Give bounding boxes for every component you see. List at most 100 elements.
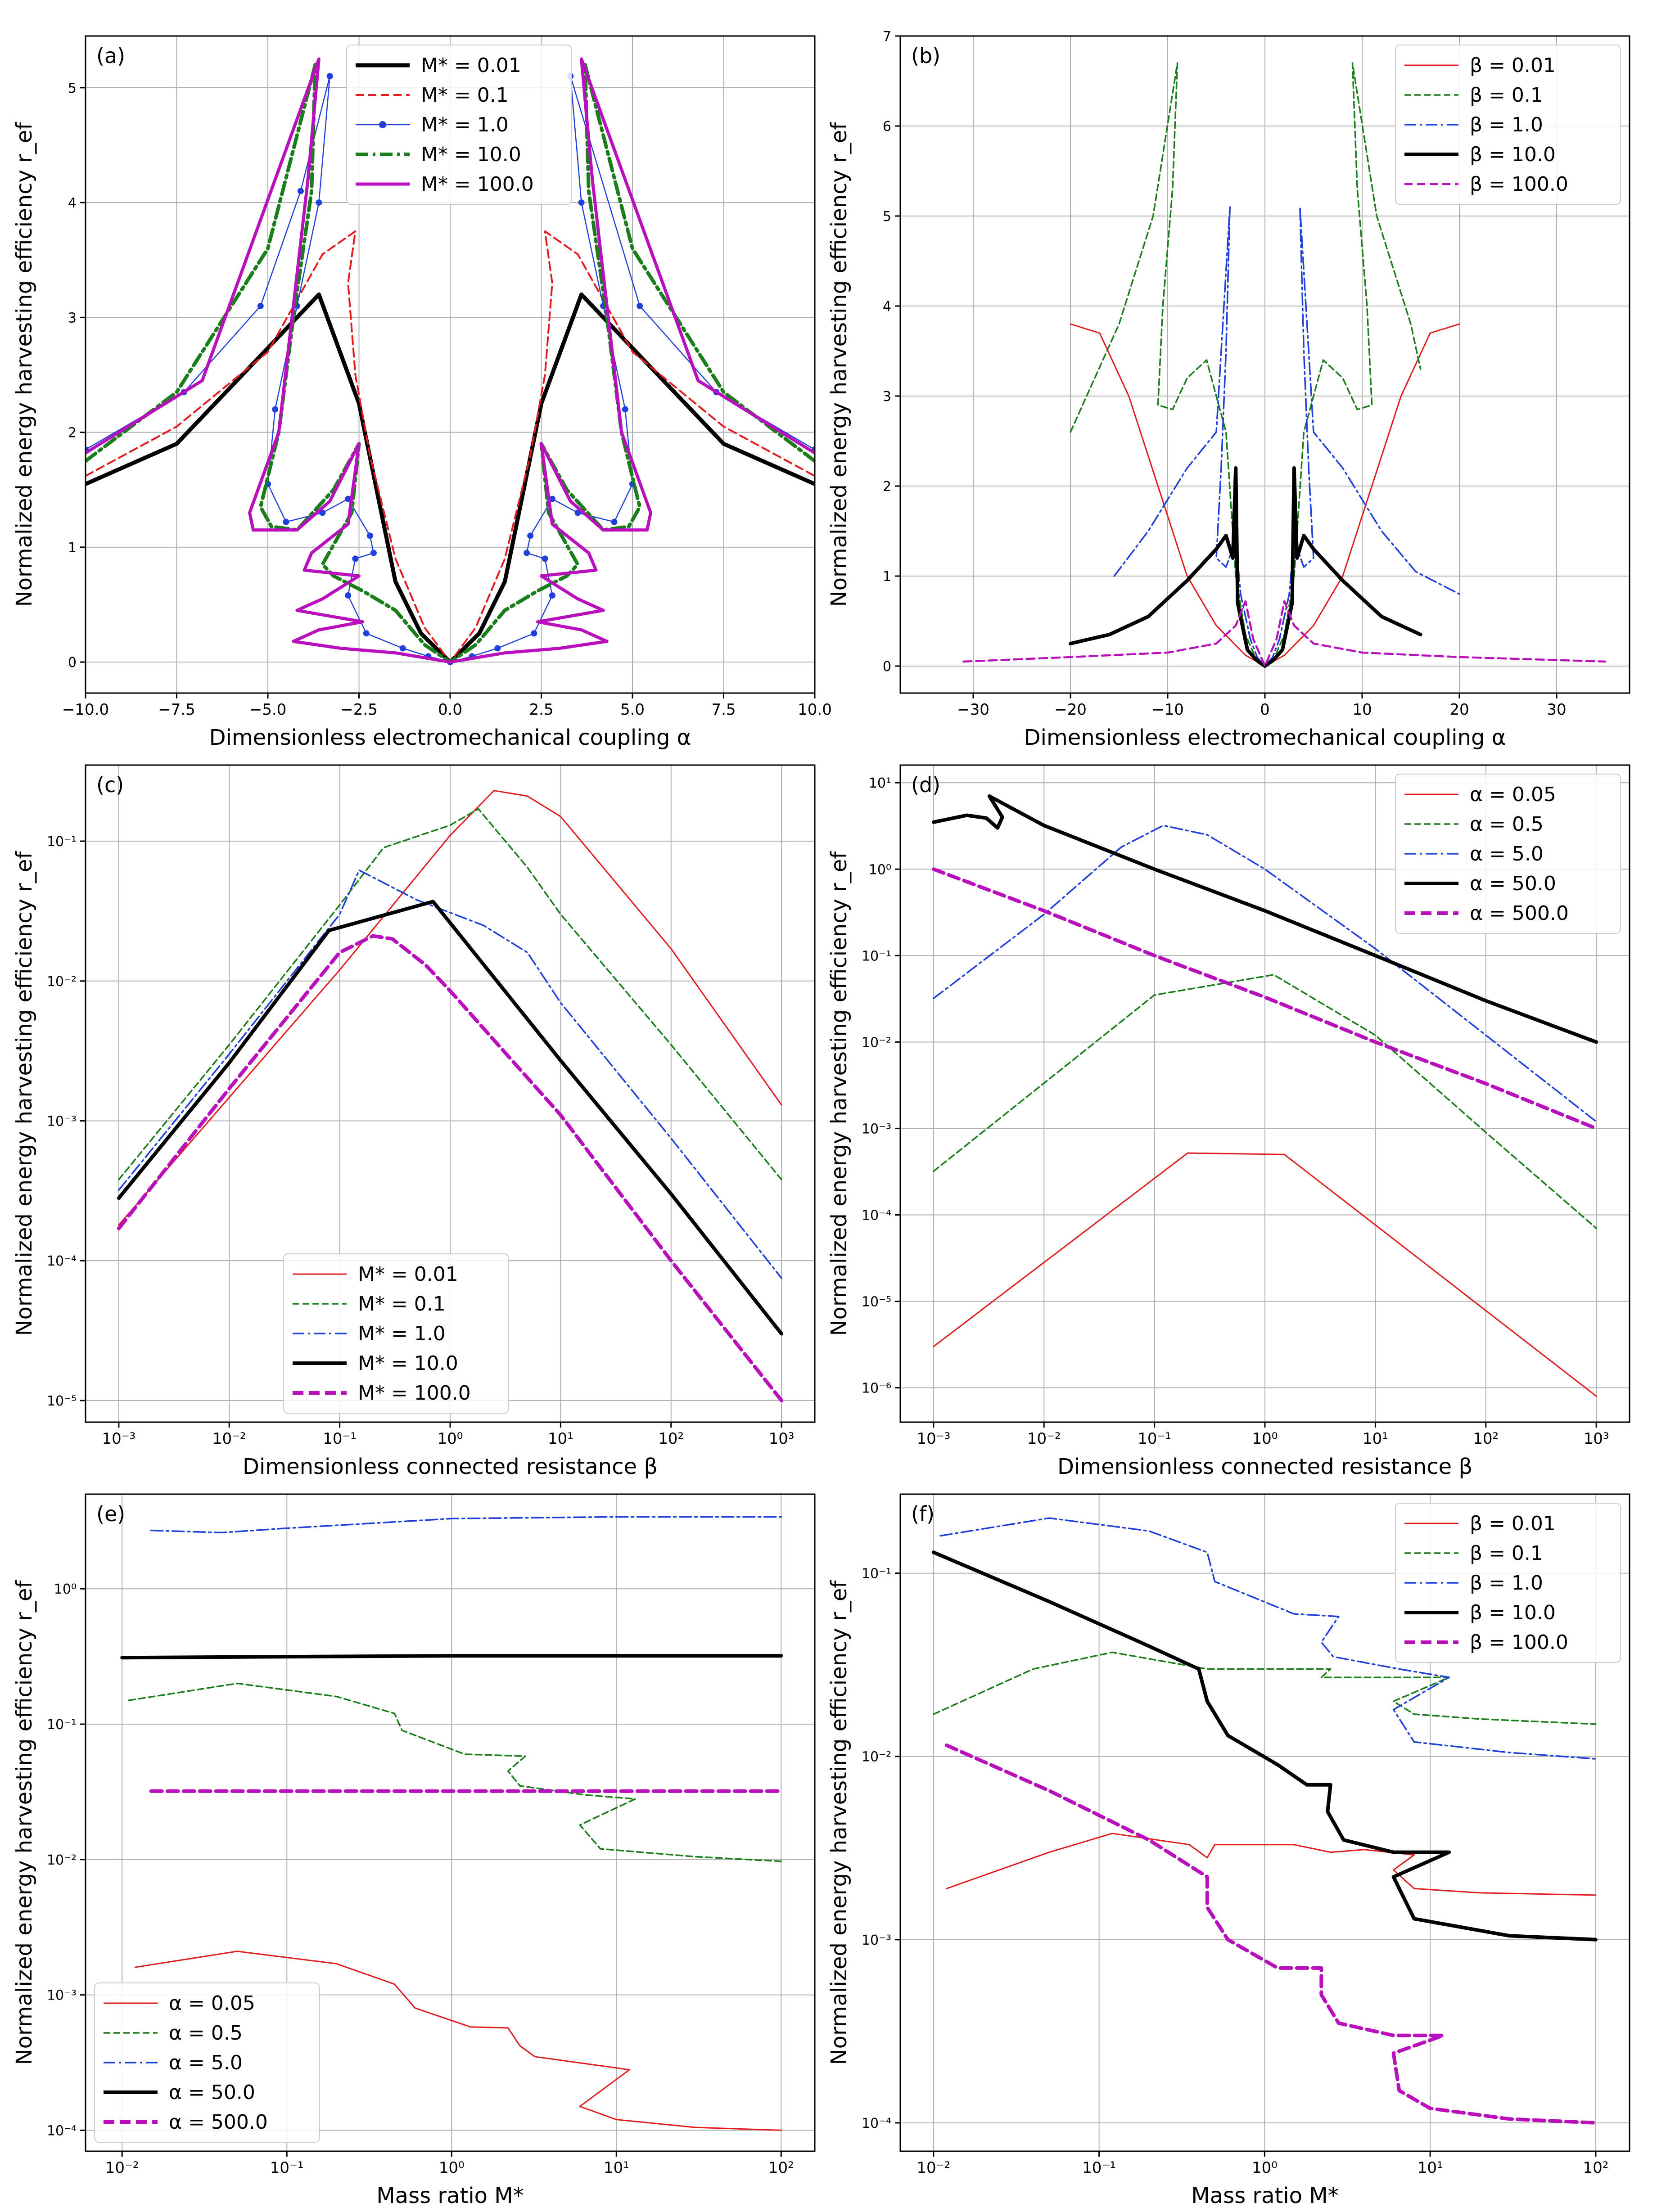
series-point (352, 555, 359, 562)
x-tick-label: 10.0 (798, 701, 832, 719)
x-tick-label: 10⁰ (1252, 1430, 1278, 1448)
series-point (370, 550, 377, 556)
x-axis-label: Dimensionless electromechanical coupling… (1024, 725, 1506, 750)
series-line-3 (120, 1654, 783, 1660)
x-tick-label: 0.0 (438, 701, 462, 719)
series-line-4 (962, 600, 1607, 667)
series-point (272, 406, 279, 413)
legend-label: α = 5.0 (1470, 842, 1544, 865)
legend-label: α = 0.5 (169, 2022, 243, 2045)
legend: α = 0.05 α = 0.5 α = 5.0 α = 50.0 α = 500.0 (94, 1982, 320, 2143)
legend-label: β = 10.0 (1470, 1601, 1556, 1624)
x-tick-label: 30 (1547, 701, 1566, 719)
x-tick-label: 10⁻² (105, 2159, 139, 2177)
series-line-4 (944, 1743, 1598, 2125)
legend: M* = 0.01 M* = 0.1 M* = 1.0 M* = 10.0 M* = 1… (283, 1253, 509, 1414)
series-point (524, 550, 530, 556)
y-tick-label: 10⁻⁵ (862, 1294, 891, 1310)
series-point (622, 406, 628, 413)
legend: β = 0.01 β = 0.1 β = 1.0 β = 10.0 β = 100.0 (1395, 45, 1621, 205)
series-point (345, 592, 352, 599)
series-layer (86, 57, 815, 666)
series-point (316, 199, 322, 206)
legend-label: α = 0.05 (1470, 783, 1556, 806)
panel-tag: (e) (96, 1502, 125, 1526)
panel-b: −30 −20 −10 0 10 20 30 0 1 2 3 4 5 6 7 (b) Dimensionless… (826, 29, 1630, 750)
y-tick-label: 10⁰ (869, 862, 891, 878)
y-tick-label: 10⁻⁶ (862, 1381, 891, 1397)
panel-tag: (d) (911, 773, 940, 797)
x-tick-label: 10⁻¹ (270, 2159, 304, 2177)
y-axis-label: Normalized energy harvesting efficiency … (826, 851, 852, 1336)
y-tick-label: 0 (883, 659, 891, 675)
x-tick-label: −10 (1151, 701, 1184, 719)
legend-label: M* = 10.0 (358, 1352, 458, 1375)
legend: M* = 0.01 M* = 0.1 M* = 1.0 M* = 10.0 M* = 1… (346, 45, 572, 205)
x-tick-label: 10⁻¹ (1082, 2159, 1116, 2177)
x-tick-label: 2.5 (529, 701, 553, 719)
series-point (345, 496, 352, 502)
panel-d: 10⁻³ 10⁻² 10⁻¹ 10⁰ 10¹ 10² 10³ 10⁻⁶ 10⁻⁵ 10⁻⁴ 10⁻³… (826, 764, 1630, 1479)
y-tick-label: 10⁻¹ (862, 1566, 891, 1582)
legend-label: β = 100.0 (1470, 1631, 1568, 1654)
legend-label: M* = 100.0 (358, 1382, 471, 1405)
series-point (637, 302, 643, 309)
y-axis-label: Normalized energy harvesting efficiency … (826, 122, 852, 607)
x-tick-label: 10⁰ (1252, 2159, 1278, 2177)
series-line-1 (128, 1682, 782, 1862)
y-tick-label: 10⁰ (54, 1581, 77, 1597)
x-tick-label: 10³ (769, 1430, 795, 1448)
legend-label: β = 1.0 (1470, 1572, 1543, 1595)
series-point (578, 199, 585, 206)
legend-label: M* = 0.1 (358, 1293, 446, 1315)
legend-label: M* = 0.01 (358, 1263, 458, 1286)
legend-label: M* = 0.01 (421, 54, 521, 77)
x-tick-label: 10⁻¹ (323, 1430, 357, 1448)
x-tick-label: 10⁻³ (917, 1430, 950, 1448)
series-layer (120, 1516, 783, 2131)
legend-label: M* = 100.0 (421, 173, 534, 196)
x-tick-label: 10⁻¹ (1138, 1430, 1171, 1448)
legend-label: α = 50.0 (169, 2081, 255, 2104)
legend-label: β = 0.1 (1470, 84, 1543, 107)
series-line-1 (118, 808, 782, 1180)
legend-label: α = 500.0 (169, 2111, 268, 2134)
y-tick-label: 4 (68, 195, 77, 211)
legend-box (346, 45, 572, 205)
legend-label: β = 100.0 (1470, 173, 1568, 196)
y-tick-label: 5 (68, 81, 77, 96)
x-tick-label: 10² (1473, 1430, 1499, 1448)
y-tick-label: 10⁻² (862, 1749, 891, 1765)
series-line-0 (933, 1152, 1597, 1397)
x-tick-label: 10² (768, 2159, 794, 2177)
series-point (574, 509, 581, 516)
x-tick-label: 10⁻³ (102, 1430, 135, 1448)
y-tick-label: 10⁻³ (47, 1988, 77, 2004)
legend-label: M* = 1.0 (421, 113, 509, 136)
series-point (363, 630, 370, 637)
series-point (326, 73, 333, 80)
y-tick-label: 6 (883, 119, 891, 135)
y-tick-label: 2 (883, 479, 891, 495)
legend-box (283, 1253, 509, 1414)
series-point (549, 496, 555, 502)
series-layer (931, 1517, 1598, 2125)
legend-label: β = 0.1 (1470, 1542, 1543, 1565)
series-point (549, 592, 555, 599)
x-tick-label: 10² (1583, 2159, 1608, 2177)
y-tick-label: 3 (68, 310, 77, 326)
legend: α = 0.05 α = 0.5 α = 5.0 α = 50.0 α = 500.0 (1395, 774, 1621, 934)
y-tick-label: 10⁻⁴ (862, 2116, 891, 2131)
x-tick-label: 10¹ (604, 2159, 629, 2177)
y-tick-label: 10⁻⁴ (862, 1207, 891, 1223)
y-tick-label: 1 (68, 540, 77, 556)
panel-tag: (a) (96, 44, 125, 68)
x-tick-label: 10¹ (1418, 2159, 1443, 2177)
y-tick-label: 10⁻³ (47, 1113, 77, 1129)
x-tick-label: −20 (1054, 701, 1087, 719)
panel-f: 10⁻² 10⁻¹ 10⁰ 10¹ 10² 10⁻⁴ 10⁻³ 10⁻² 10⁻¹ (f) Mass… (826, 1493, 1630, 2208)
x-tick-label: 10¹ (548, 1430, 573, 1448)
plot-frame (85, 1493, 816, 2152)
y-axis-label: Normalized energy harvesting efficiency … (826, 1580, 852, 2065)
